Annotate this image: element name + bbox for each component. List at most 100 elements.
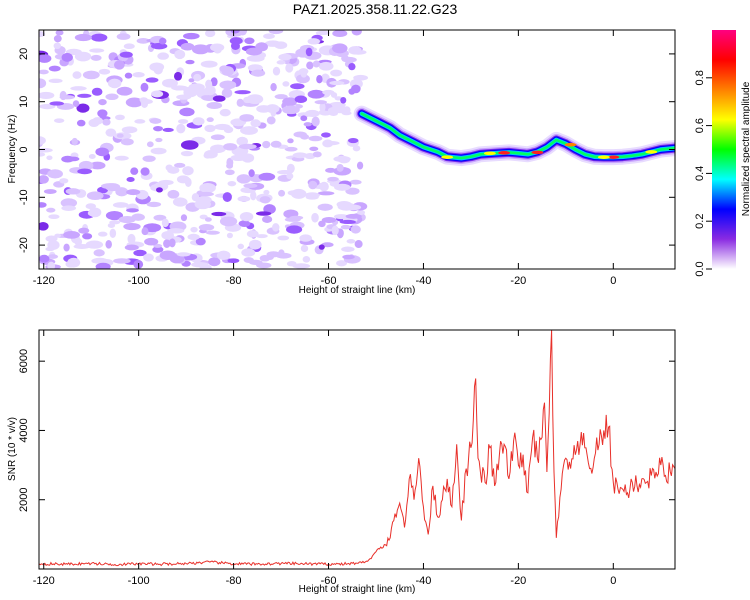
spectrogram-noise-blob bbox=[251, 69, 266, 77]
spectrogram-noise-blob bbox=[262, 140, 271, 149]
spectrogram-signal-ridge bbox=[353, 105, 675, 167]
spectrogram-noise-blob bbox=[318, 220, 326, 228]
spectrogram-noise-blob bbox=[219, 216, 238, 227]
spectrogram-noise-blob bbox=[183, 32, 200, 40]
spectrogram-noise-blob bbox=[201, 95, 212, 100]
spectrogram-noise-blob bbox=[39, 152, 46, 157]
spectrogram-noise-blob bbox=[240, 126, 258, 135]
spectrogram-noise-blob bbox=[336, 163, 344, 172]
spectrogram-noise-blob bbox=[48, 78, 63, 84]
spectrogram-noise-blob bbox=[212, 95, 226, 102]
spectrogram-noise-blob bbox=[157, 52, 169, 60]
spectrogram-noise-blob bbox=[174, 49, 186, 60]
spectrogram-noise-blob bbox=[238, 220, 251, 227]
spectrogram-noise-blob bbox=[272, 223, 280, 232]
snr-y-tick-label: 4000 bbox=[18, 418, 30, 442]
spectrogram-noise-blob bbox=[343, 204, 362, 211]
spectrogram-noise-blob bbox=[156, 187, 163, 193]
spectrogram-noise-blob bbox=[59, 95, 75, 100]
spectrogram-noise-blob bbox=[263, 33, 275, 39]
spectrogram-noise-blob bbox=[77, 168, 93, 175]
spectrogram-noise-blob bbox=[351, 30, 362, 36]
spectrogram-noise-blob bbox=[142, 155, 156, 162]
spectrogram-noise-blob bbox=[241, 153, 255, 163]
spectrogram-noise-blob bbox=[278, 249, 285, 257]
spectrogram-noise-blob bbox=[46, 155, 53, 161]
spectrogram-noise-blob bbox=[115, 114, 125, 121]
spectrogram-noise-blob bbox=[206, 117, 214, 123]
spectrogram-noise-blob bbox=[159, 250, 177, 260]
spectrogram-noise-blob bbox=[39, 136, 46, 145]
spectrogram-noise-blob bbox=[134, 119, 146, 124]
spectrogram-noise-blob bbox=[174, 71, 183, 81]
spectrogram-noise-blob bbox=[179, 107, 195, 117]
spectrogram-noise-blob bbox=[200, 60, 218, 68]
spectrogram-noise-blob bbox=[168, 238, 176, 248]
spectrogram-noise-blob bbox=[144, 237, 159, 246]
spectrogram-noise-blob bbox=[263, 189, 270, 195]
spectrogram-x-tick-label: 0 bbox=[610, 275, 616, 287]
spectrogram-noise-blob bbox=[123, 43, 135, 50]
spectrogram-noise-blob bbox=[259, 196, 271, 204]
spectrogram-ridge-peak bbox=[597, 155, 610, 159]
spectrogram-noise-blob bbox=[345, 187, 360, 195]
spectrogram-noise-blob bbox=[70, 86, 87, 91]
spectrogram-noise-blob bbox=[327, 176, 339, 182]
colorbar-ticks: 0.0 0.2 0.4 0.6 0.8 bbox=[694, 70, 712, 277]
spectrogram-noise-region bbox=[39, 30, 369, 269]
spectrogram-noise-blob bbox=[126, 189, 141, 196]
spectrogram-noise-blob bbox=[350, 225, 361, 234]
spectrogram-noise-blob bbox=[315, 30, 330, 36]
spectrogram-noise-blob bbox=[311, 212, 319, 223]
spectrogram-noise-blob bbox=[341, 55, 350, 62]
spectrogram-noise-blob bbox=[116, 86, 133, 96]
spectrogram-noise-blob bbox=[53, 35, 62, 43]
spectrogram-noise-blob bbox=[319, 102, 326, 113]
spectrogram-noise-blob bbox=[303, 122, 312, 127]
spectrogram-noise-blob bbox=[282, 81, 290, 87]
colorbar-tick-label: 0.8 bbox=[694, 70, 706, 85]
spectrogram-noise-blob bbox=[132, 72, 145, 78]
spectrogram-noise-blob bbox=[150, 147, 167, 155]
spectrogram-y-tick-label: 0 bbox=[18, 146, 30, 152]
spectrogram-noise-blob bbox=[133, 249, 147, 257]
spectrogram-noise-blob bbox=[237, 243, 245, 250]
snr-x-tick-label: 0 bbox=[610, 575, 616, 587]
spectrogram-noise-blob bbox=[105, 93, 119, 101]
snr-y-axis-label: SNR (10 * v/v) bbox=[7, 417, 18, 481]
spectrogram-noise-blob bbox=[312, 151, 322, 158]
spectrogram-noise-blob bbox=[61, 52, 73, 62]
spectrogram-noise-blob bbox=[153, 125, 163, 132]
spectrogram-noise-blob bbox=[223, 126, 234, 134]
spectrogram-noise-blob bbox=[342, 254, 355, 260]
spectrogram-noise-blob bbox=[82, 70, 100, 80]
spectrogram-noise-blob bbox=[246, 230, 259, 238]
spectrogram-x-tick-label: -120 bbox=[33, 275, 55, 287]
spectrogram-noise-blob bbox=[205, 30, 216, 38]
spectrogram-noise-blob bbox=[325, 167, 337, 173]
spectrogram-noise-blob bbox=[357, 210, 366, 215]
spectrogram-noise-blob bbox=[226, 157, 234, 168]
snr-x-tick-label: -100 bbox=[128, 575, 150, 587]
spectrogram-noise-blob bbox=[236, 174, 251, 184]
spectrogram-noise-blob bbox=[226, 232, 233, 239]
spectrogram-noise-blob bbox=[47, 169, 63, 179]
spectrogram-noise-blob bbox=[91, 87, 103, 96]
colorbar-tick-label: 0.2 bbox=[694, 214, 706, 229]
spectrogram-noise-blob bbox=[304, 109, 320, 118]
spectrogram-noise-blob bbox=[105, 239, 112, 249]
spectrogram-noise-blob bbox=[270, 140, 282, 148]
spectrogram-noise-blob bbox=[183, 87, 198, 98]
spectrogram-noise-blob bbox=[185, 59, 195, 65]
spectrogram-noise-blob bbox=[211, 211, 227, 217]
spectrogram-noise-blob bbox=[318, 61, 334, 71]
spectrogram-noise-blob bbox=[115, 187, 129, 197]
spectrogram-noise-blob bbox=[188, 78, 195, 83]
spectrogram-noise-blob bbox=[191, 261, 209, 268]
spectrogram-noise-blob bbox=[63, 230, 81, 239]
spectrogram-noise-blob bbox=[107, 222, 116, 228]
spectrogram-noise-blob bbox=[284, 146, 298, 152]
spectrogram-noise-blob bbox=[221, 66, 234, 77]
spectrogram-noise-blob bbox=[191, 44, 210, 55]
spectrogram-noise-blob bbox=[316, 75, 323, 84]
